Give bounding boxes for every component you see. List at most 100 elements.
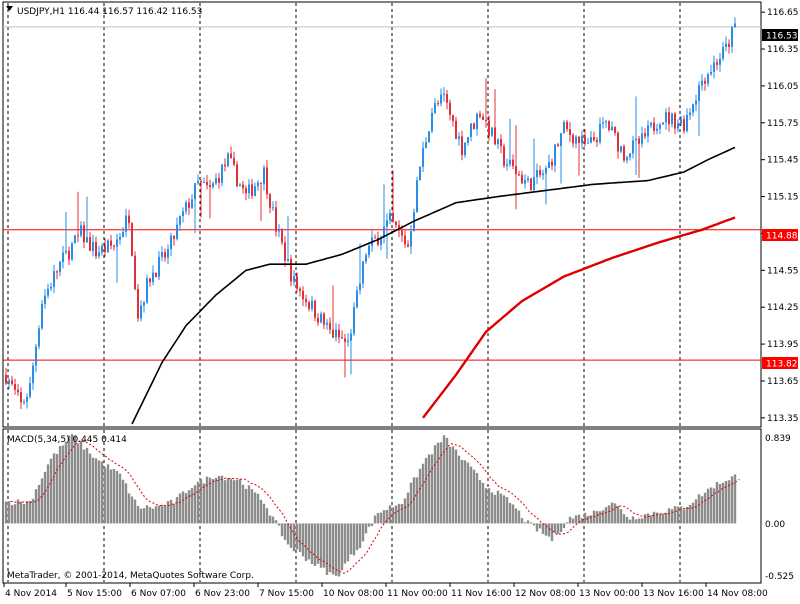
macd-bar (184, 493, 188, 524)
candle-body (368, 245, 370, 256)
macd-bar (331, 523, 335, 575)
dropdown-triangle-icon[interactable] (6, 6, 13, 11)
price-tick-label: 115.45 (767, 156, 799, 166)
candle-body (554, 144, 556, 166)
candle-body (668, 112, 670, 125)
macd-bar (73, 435, 77, 524)
macd-bar (571, 518, 575, 524)
macd-bar (262, 503, 266, 524)
macd-bar (388, 505, 392, 524)
macd-bar (133, 499, 137, 524)
candle-body (332, 329, 334, 338)
macd-bar (268, 515, 272, 524)
candle-body (443, 94, 445, 96)
macd-bar (376, 512, 380, 524)
candle-body (11, 380, 13, 384)
macd-bar (625, 516, 629, 524)
macd-bar (139, 508, 143, 524)
candle-body (320, 313, 322, 323)
macd-bar (718, 484, 722, 524)
candle-body (716, 62, 718, 65)
candle-body (41, 303, 43, 329)
macd-bar (418, 468, 422, 524)
macd-bar (634, 519, 638, 524)
macd-bar (61, 445, 65, 524)
copyright-text: MetaTrader, © 2001-2014, MetaQuotes Soft… (7, 571, 254, 581)
candle-body (458, 136, 460, 140)
candle-body (590, 137, 592, 143)
candle-body (497, 139, 499, 145)
candle-body (644, 133, 646, 137)
macd-bar (526, 520, 530, 524)
candle-body (476, 113, 478, 130)
candle-body (545, 168, 547, 174)
candle-body (557, 144, 559, 147)
candle-body (467, 136, 469, 143)
candle-body (470, 123, 472, 137)
candle-body (338, 329, 340, 338)
candle-body (542, 173, 544, 176)
macd-bar (562, 523, 566, 529)
macd-bar (604, 507, 608, 524)
candle-body (398, 225, 400, 231)
candle-body (215, 178, 217, 184)
candle-body (278, 230, 280, 232)
candle-body (695, 100, 697, 105)
candle-body (266, 167, 268, 195)
candle-body (50, 286, 52, 289)
macd-bar (241, 484, 245, 524)
macd-bar (457, 455, 461, 524)
candle-body (728, 43, 730, 47)
candle-body (593, 137, 595, 141)
macd-bar (277, 523, 281, 526)
time-tick-label: 13 Nov 00:00 (579, 589, 640, 599)
candle-body (326, 322, 328, 325)
macd-bar (433, 445, 437, 524)
candle-body (47, 288, 49, 296)
macd-bar (535, 523, 539, 532)
candle-body (638, 138, 640, 144)
macd-bar (316, 523, 320, 564)
candle-body (521, 174, 523, 184)
macd-bar (697, 494, 701, 524)
macd-bar (43, 471, 47, 524)
macd-bar (175, 497, 179, 524)
macd-bar (82, 449, 86, 524)
macd-bar (721, 482, 725, 524)
candle-body (146, 278, 148, 303)
candle-body (662, 122, 664, 125)
candle-body (272, 207, 274, 209)
macd-bar (292, 523, 296, 552)
candle-body (617, 132, 619, 152)
candle-body (437, 103, 439, 105)
candle-body (683, 119, 685, 131)
macd-bar (349, 523, 353, 555)
candle-body (56, 271, 58, 273)
candle-body (284, 242, 286, 261)
macd-bar (52, 453, 56, 524)
macd-bar (631, 516, 635, 524)
candle-body (350, 333, 352, 341)
macd-bar (307, 523, 311, 560)
macd-bar (643, 514, 647, 524)
candle-body (95, 241, 97, 257)
candle-body (314, 300, 316, 318)
candle-body (335, 329, 337, 338)
candle-body (584, 135, 586, 144)
macd-bar (385, 509, 389, 524)
macd-bar (670, 509, 674, 524)
macd-bar (310, 523, 314, 564)
macd-bar (598, 511, 602, 524)
candle-body (623, 146, 625, 161)
price-tick-label: 115.75 (767, 119, 799, 129)
macd-bar (547, 523, 551, 537)
macd-bar (508, 502, 512, 524)
macd-max-label: 0.839 (765, 434, 791, 444)
macd-bar (226, 478, 230, 524)
macd-bar (136, 505, 140, 524)
macd-bar (451, 446, 455, 524)
macd-bar (163, 505, 167, 524)
